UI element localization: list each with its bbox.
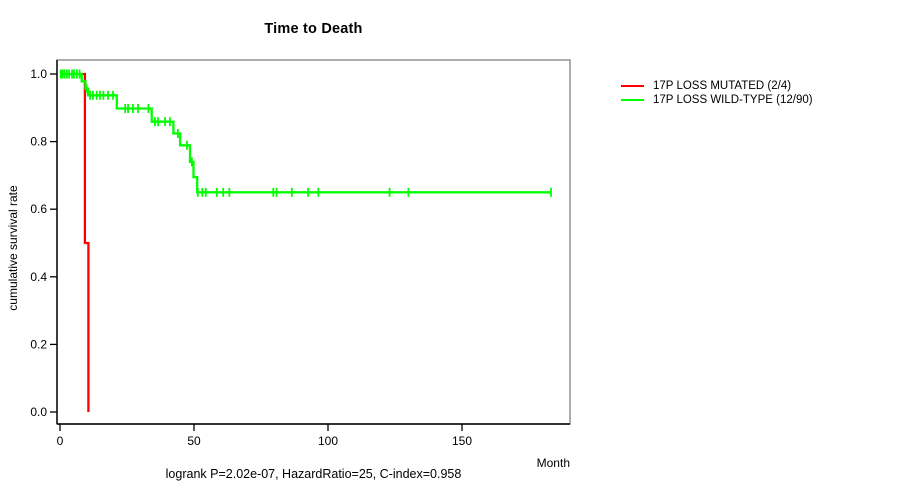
- x-tick-label: 100: [318, 434, 338, 448]
- chart-title: Time to Death: [264, 21, 363, 37]
- survival-curve-mutated: [60, 72, 90, 412]
- legend-line-wild-type-icon: [621, 98, 644, 102]
- y-tick-label: 0.8: [30, 135, 47, 149]
- y-axis-label: cumulative survival rate: [6, 185, 20, 311]
- x-tick-label: 150: [452, 434, 472, 448]
- plot-box: [56, 59, 571, 425]
- legend: 17P LOSS MUTATED (2/4) 17P LOSS WILD-TYP…: [621, 79, 813, 107]
- legend-label-mutated: 17P LOSS MUTATED (2/4): [653, 80, 792, 92]
- y-tick-label: 1.0: [30, 67, 47, 81]
- survival-curve-wild-type: [60, 72, 551, 194]
- y-tick-label: 0.6: [30, 202, 47, 216]
- stats-annotation: logrank P=2.02e-07, HazardRatio=25, C-in…: [165, 467, 462, 481]
- x-tick-label: 0: [57, 434, 64, 448]
- x-axis-label: Month: [536, 456, 570, 470]
- legend-item-wild-type: 17P LOSS WILD-TYPE (12/90): [621, 93, 813, 107]
- y-tick-label: 0.0: [30, 405, 47, 419]
- x-tick-label: 50: [187, 434, 201, 448]
- y-tick-label: 0.2: [30, 337, 47, 351]
- legend-label-wild-type: 17P LOSS WILD-TYPE (12/90): [653, 94, 813, 106]
- y-tick-label: 0.4: [30, 270, 47, 284]
- legend-item-mutated: 17P LOSS MUTATED (2/4): [621, 79, 813, 93]
- legend-line-mutated-icon: [621, 84, 644, 88]
